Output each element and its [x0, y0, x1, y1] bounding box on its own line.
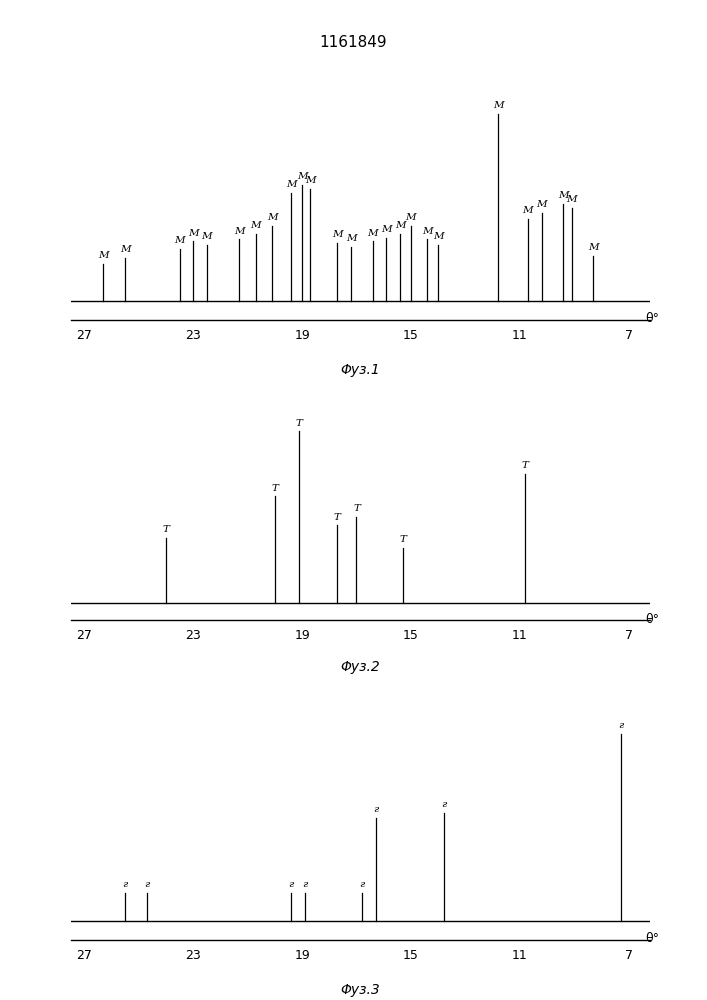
Text: M: M: [588, 243, 599, 252]
Text: M: M: [536, 200, 547, 209]
Text: M: M: [98, 251, 109, 260]
Text: M: M: [368, 229, 378, 237]
Text: Φуз.2: Φуз.2: [341, 660, 380, 674]
Text: Φуз.3: Φуз.3: [341, 983, 380, 997]
Text: T: T: [353, 504, 360, 513]
Text: г: г: [618, 721, 623, 730]
Text: M: M: [522, 206, 533, 215]
Text: M: M: [433, 232, 443, 241]
Text: M: M: [250, 221, 261, 230]
Text: T: T: [271, 484, 279, 493]
Text: г: г: [302, 880, 308, 889]
Text: M: M: [234, 227, 245, 236]
Text: M: M: [493, 101, 503, 110]
Text: T: T: [334, 513, 341, 522]
Text: θ°: θ°: [645, 312, 659, 326]
Text: M: M: [395, 221, 405, 230]
Text: M: M: [558, 191, 568, 200]
Text: г: г: [144, 880, 150, 889]
Text: г: г: [288, 880, 294, 889]
Text: г: г: [441, 800, 446, 809]
Text: M: M: [566, 195, 577, 204]
Text: M: M: [346, 234, 356, 243]
Text: г: г: [122, 880, 128, 889]
Text: M: M: [174, 236, 185, 245]
Text: M: M: [406, 214, 416, 223]
Text: θ°: θ°: [645, 932, 659, 946]
Text: θ°: θ°: [645, 613, 659, 626]
Text: M: M: [422, 227, 433, 236]
Text: M: M: [297, 172, 308, 181]
Text: M: M: [381, 225, 392, 234]
Text: M: M: [267, 214, 277, 223]
Text: Φуз.1: Φуз.1: [341, 363, 380, 377]
Text: T: T: [296, 418, 303, 428]
Text: 1161849: 1161849: [320, 35, 387, 50]
Text: M: M: [188, 229, 199, 237]
Text: г: г: [373, 805, 378, 814]
Text: г: г: [359, 880, 365, 889]
Text: M: M: [201, 232, 212, 241]
Text: T: T: [163, 525, 170, 534]
Text: M: M: [332, 230, 343, 239]
Text: T: T: [399, 535, 407, 544]
Text: T: T: [522, 461, 529, 470]
Text: M: M: [286, 180, 296, 189]
Text: M: M: [119, 245, 131, 254]
Text: M: M: [305, 176, 315, 185]
